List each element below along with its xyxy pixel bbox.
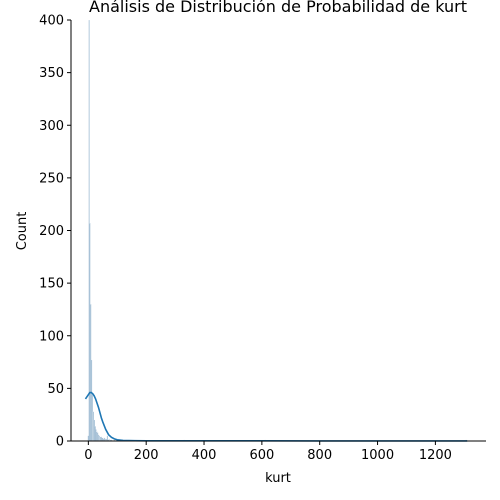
kde-layer [84, 391, 468, 442]
histogram-bars [87, 19, 467, 442]
y-tick-label: 0 [56, 435, 64, 450]
x-axis-label: kurt [265, 471, 291, 486]
histogram-bar-11 [97, 432, 99, 442]
histogram-bar-3 [90, 304, 92, 442]
histogram-bar-4 [91, 359, 93, 442]
x-tick-label: 0 [84, 448, 92, 463]
histogram-bar-6 [92, 411, 94, 442]
y-tick-label: 300 [39, 119, 64, 134]
histogram-bar-12 [98, 434, 100, 442]
y-tick-label: 150 [39, 277, 64, 292]
histogram-bar-13 [98, 435, 101, 442]
x-tick-label: 200 [134, 448, 159, 463]
y-tick-label: 250 [39, 171, 64, 186]
y-tick-label: 200 [39, 224, 64, 239]
x-tick-label: 1200 [419, 448, 452, 463]
y-tick-label: 100 [39, 329, 64, 344]
histogram-bar-8 [94, 426, 96, 442]
y-axis-label: Count [15, 212, 30, 251]
histogram-bar-5 [92, 393, 94, 442]
x-tick-label: 1000 [361, 448, 394, 463]
histogram-bar-7 [93, 419, 95, 442]
histogram-bar-9 [95, 429, 97, 442]
histogram-bar-22 [106, 435, 108, 442]
y-ticks: 0 50 100 150 200 250 300 350 400 [39, 14, 71, 450]
histogram-bar-10 [96, 431, 98, 442]
x-ticks: 0 200 400 600 800 1000 1200 [84, 441, 452, 463]
histogram-bar-15 [100, 436, 102, 442]
histogram-bar-1 [88, 19, 90, 442]
histogram-bar-14 [99, 436, 101, 442]
histogram-bar-2 [89, 223, 91, 442]
x-tick-label: 400 [192, 448, 217, 463]
x-tick-label: 600 [249, 448, 274, 463]
kde-line [84, 391, 468, 442]
x-tick-label: 800 [307, 448, 332, 463]
histogram-bar-0 [87, 435, 89, 442]
y-tick-label: 400 [39, 14, 64, 29]
chart-title: Análisis de Distribución de Probabilidad… [89, 0, 467, 16]
y-tick-label: 50 [47, 382, 64, 397]
y-tick-label: 350 [39, 66, 64, 81]
